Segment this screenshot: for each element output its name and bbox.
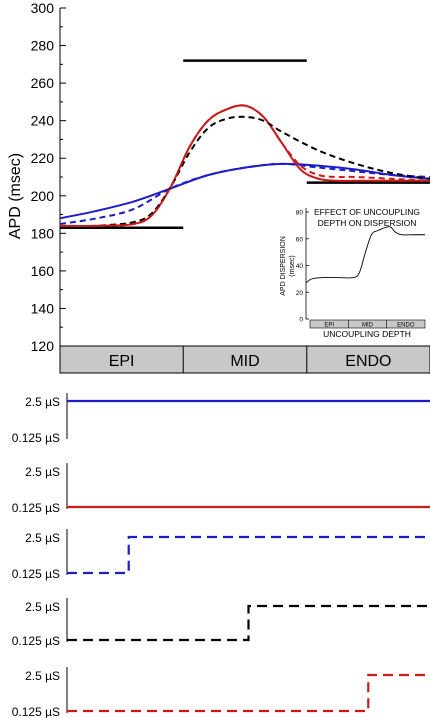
coupling-profile-row: 2.5 µS 0.125 µS — [12, 393, 430, 445]
y-tick-label: 300 — [31, 0, 55, 16]
apd-series-line — [59, 162, 430, 225]
region-label: EPI — [109, 353, 135, 370]
inset-series-line — [305, 226, 425, 284]
coupling-profiles: 2.5 µS 0.125 µS 2.5 µS 0.125 µS 2.5 µS 0.125 … — [12, 393, 430, 718]
inset-region-label: ENDO — [397, 323, 415, 329]
inset-region-label: EPI — [324, 323, 334, 329]
profile-low-label: 0.125 µS — [12, 431, 60, 445]
profile-high-label: 2.5 µS — [25, 669, 60, 683]
y-tick-label: 260 — [31, 75, 55, 91]
coupling-profile-row: 2.5 µS 0.125 µS — [12, 667, 430, 718]
y-tick-label: 180 — [31, 225, 55, 241]
apd-series-line — [59, 104, 430, 227]
y-tick-label: 220 — [31, 150, 55, 166]
inset-region-bar — [309, 319, 426, 329]
inset-title: EFFECT OF UNCOUPLING DEPTH ON DISPERSION — [314, 207, 420, 228]
coupling-profile-line — [67, 673, 430, 713]
y-tick-label: 240 — [31, 113, 55, 129]
coupling-profile-row: 2.5 µS 0.125 µS — [12, 529, 430, 581]
profile-low-label: 0.125 µS — [12, 501, 60, 515]
coupling-profile-line — [67, 535, 430, 575]
profile-high-label: 2.5 µS — [25, 600, 60, 614]
inset-y-tick-label: 80 — [296, 210, 304, 217]
inset-x-axis-label: UNCOUPLING DEPTH — [323, 329, 411, 339]
profile-low-label: 0.125 µS — [12, 634, 60, 648]
y-tick-label: 120 — [31, 338, 55, 354]
region-label: MID — [230, 353, 259, 370]
profile-low-label: 0.125 µS — [12, 567, 60, 581]
coupling-profile-line — [67, 604, 430, 642]
inset-y-tick-label: 0 — [299, 317, 303, 324]
inset-region-label: MID — [362, 323, 374, 329]
coupling-profile-row: 2.5 µS 0.125 µS — [12, 598, 430, 648]
inset-y-axis-label: APD DISPERSION (msec) — [280, 236, 296, 296]
y-axis-label: APD (msec) — [7, 153, 24, 239]
y-tick-label: 160 — [31, 263, 55, 279]
profile-low-label: 0.125 µS — [12, 705, 60, 718]
inset-y-tick-label: 40 — [296, 263, 304, 270]
region-label: ENDO — [345, 353, 391, 370]
apd-series-line — [59, 115, 430, 229]
y-tick-label: 200 — [31, 188, 55, 204]
inset-y-tick-label: 20 — [296, 290, 304, 297]
inset-chart: EFFECT OF UNCOUPLING DEPTH ON DISPERSION … — [280, 207, 426, 339]
coupling-profile-row: 2.5 µS 0.125 µS — [12, 463, 430, 515]
profile-high-label: 2.5 µS — [25, 531, 60, 545]
inset-y-tick-label: 60 — [296, 236, 304, 243]
y-tick-label: 280 — [31, 38, 55, 54]
y-tick-label: 140 — [31, 300, 55, 316]
region-bar — [59, 345, 430, 374]
profile-high-label: 2.5 µS — [25, 465, 60, 479]
profile-high-label: 2.5 µS — [25, 395, 60, 409]
